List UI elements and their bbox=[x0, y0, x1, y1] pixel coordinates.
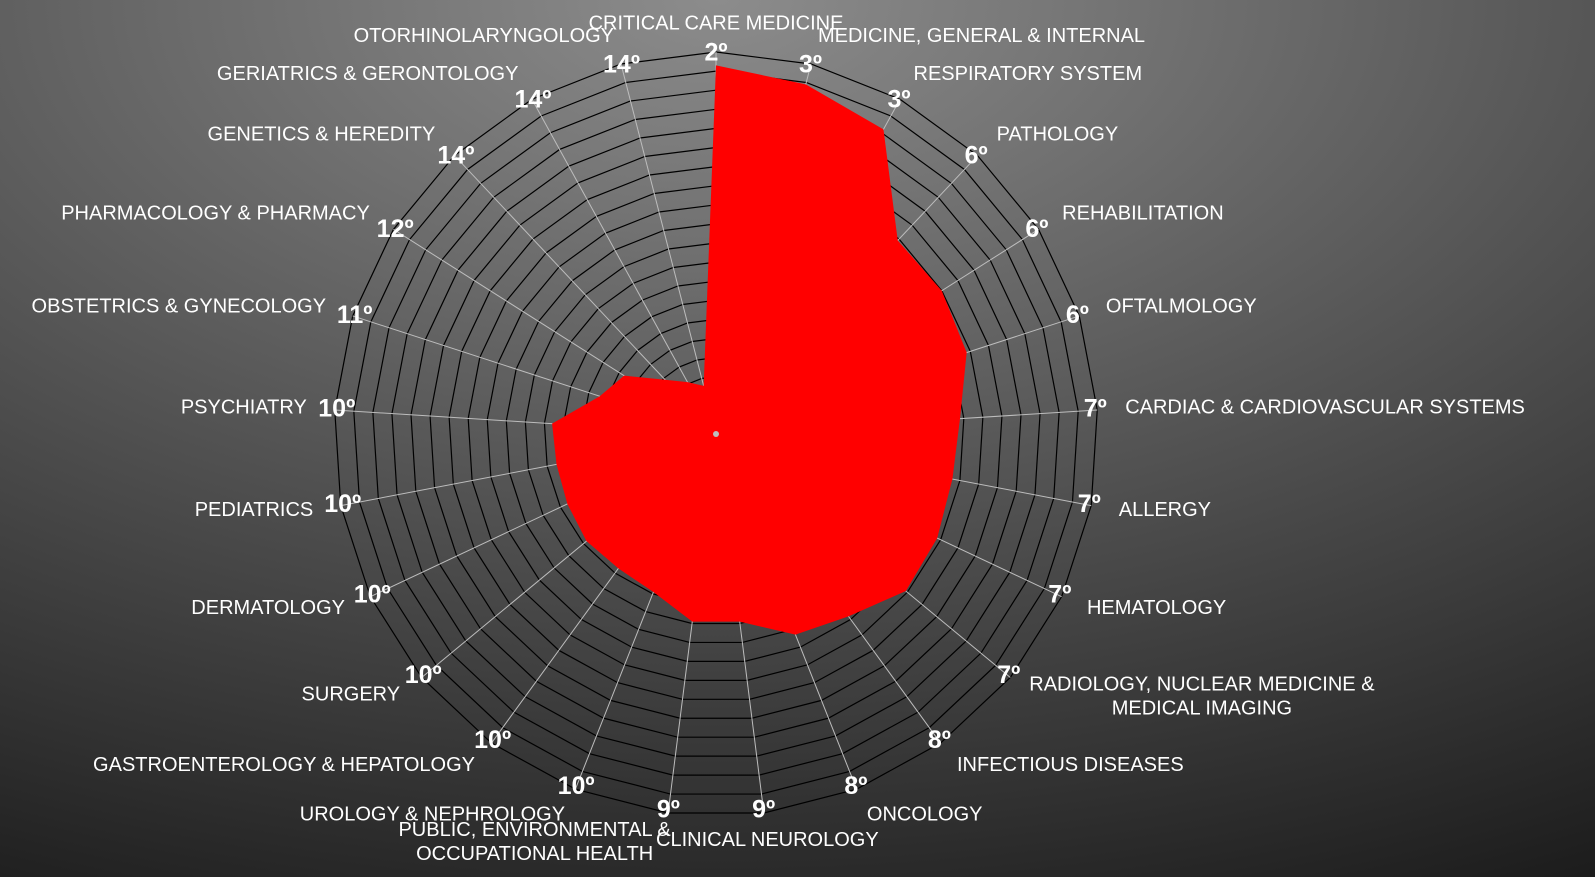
grid-ring bbox=[372, 89, 1060, 776]
rank-label: 10º bbox=[318, 395, 355, 423]
rank-label: 3º bbox=[799, 51, 822, 79]
rank-label: 14º bbox=[514, 86, 551, 114]
grid-ring bbox=[429, 146, 1003, 719]
rank-label: 6º bbox=[1025, 215, 1048, 243]
category-label: RESPIRATORY SYSTEM bbox=[914, 63, 1143, 85]
rank-label: 7º bbox=[1078, 490, 1101, 518]
center bbox=[713, 431, 719, 437]
rank-label: 10º bbox=[354, 580, 391, 608]
rank-label: 14º bbox=[603, 51, 640, 79]
category-label: CARDIAC & CARDIOVASCULAR SYSTEMS bbox=[1125, 397, 1525, 419]
rank-label: 10º bbox=[405, 661, 442, 689]
category-label-line: OCCUPATIONAL HEALTH bbox=[416, 843, 653, 865]
rank-label: 14º bbox=[437, 142, 474, 170]
category-label: UROLOGY & NEPHROLOGY bbox=[300, 803, 565, 825]
rank-label: 7º bbox=[997, 661, 1020, 689]
category-label: GERIATRICS & GERONTOLOGY bbox=[217, 63, 519, 85]
rank-label: 2º bbox=[704, 39, 727, 67]
rank-label: 9º bbox=[657, 796, 680, 824]
grid-ring bbox=[334, 51, 1098, 814]
rank-label: 10º bbox=[324, 490, 361, 518]
category-label: HEMATOLOGY bbox=[1087, 597, 1226, 619]
category-label: GASTROENTEROLOGY & HEPATOLOGY bbox=[93, 754, 475, 776]
spoke bbox=[531, 99, 717, 435]
grid-ring bbox=[391, 108, 1041, 757]
category-label: PSYCHIATRY bbox=[181, 397, 307, 419]
rank-label: 10º bbox=[558, 772, 595, 800]
grid-ring bbox=[448, 165, 984, 700]
category-label: OBSTETRICS & GYNECOLOGY bbox=[32, 296, 327, 318]
grid-ring bbox=[353, 70, 1079, 795]
rank-label: 7º bbox=[1084, 395, 1107, 423]
rank-label: 3º bbox=[888, 86, 911, 114]
category-label: PHARMACOLOGY & PHARMACY bbox=[61, 203, 370, 225]
rank-label: 8º bbox=[844, 772, 867, 800]
category-label: GENETICS & HEREDITY bbox=[208, 123, 436, 145]
category-label: CLINICAL NEUROLOGY bbox=[656, 829, 879, 851]
rank-label: 9º bbox=[752, 796, 775, 824]
rank-label: 7º bbox=[1048, 580, 1071, 608]
category-label: OTORHINOLARYNGOLOGY bbox=[354, 25, 614, 47]
category-label: PUBLIC, ENVIRONMENTAL & OCCUPATIONAL HEAL… bbox=[398, 819, 671, 865]
category-label: CRITICAL CARE MEDICINE bbox=[589, 12, 844, 34]
category-label: SURGERY bbox=[302, 684, 401, 706]
category-label: INFECTIOUS DISEASES bbox=[957, 754, 1184, 776]
category-label: OFTALMOLOGY bbox=[1106, 296, 1257, 318]
category-label: PEDIATRICS bbox=[195, 499, 314, 521]
rank-label: 6º bbox=[965, 142, 988, 170]
grid-ring bbox=[410, 127, 1022, 738]
category-label: RADIOLOGY, NUCLEAR MEDICINE & MEDICAL IMA… bbox=[1029, 674, 1375, 720]
category-label: REHABILITATION bbox=[1062, 203, 1224, 225]
category-label: ONCOLOGY bbox=[867, 803, 983, 825]
category-label-line: RADIOLOGY, NUCLEAR MEDICINE & bbox=[1029, 674, 1375, 696]
rank-label: 10º bbox=[474, 726, 511, 754]
data-area bbox=[552, 65, 967, 635]
category-label: MEDICINE, GENERAL & INTERNAL bbox=[818, 25, 1145, 47]
spoke bbox=[620, 63, 717, 435]
rank-label: 12º bbox=[377, 215, 414, 243]
category-label: PATHOLOGY bbox=[997, 123, 1119, 145]
category-label: DERMATOLOGY bbox=[191, 597, 345, 619]
category-label-line: PUBLIC, ENVIRONMENTAL & bbox=[398, 819, 671, 841]
rank-label: 11º bbox=[337, 301, 373, 329]
category-label: ALLERGY bbox=[1119, 499, 1211, 521]
category-label-line: MEDICAL IMAGING bbox=[1112, 698, 1292, 720]
rank-label: 8º bbox=[928, 726, 951, 754]
rank-label: 6º bbox=[1066, 301, 1089, 329]
